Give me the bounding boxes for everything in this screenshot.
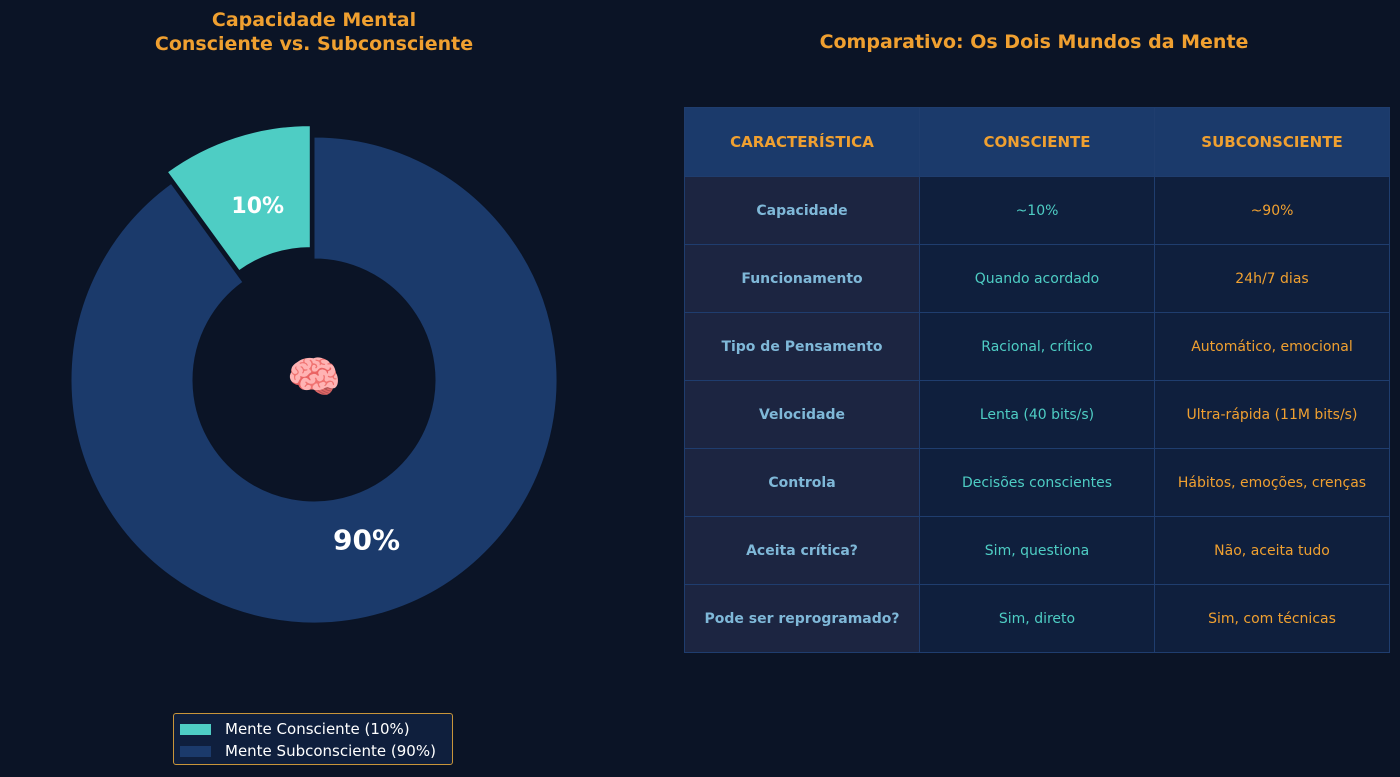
header-cell: CARACTERÍSTICA xyxy=(684,107,920,177)
table-cell: Pode ser reprogramado? xyxy=(684,584,920,653)
legend-entry: Mente Consciente (10%) xyxy=(180,718,446,740)
table-row: Tipo de Pensamento Racional, crítico Autom… xyxy=(684,312,1390,381)
table-cell: ~10% xyxy=(919,176,1155,245)
table-cell: Sim, direto xyxy=(919,584,1155,653)
slice-label: 90% xyxy=(333,524,400,557)
table-cell: Automático, emocional xyxy=(1154,312,1390,381)
donut-slice xyxy=(166,125,311,272)
table-cell: Funcionamento xyxy=(684,244,920,313)
table-cell: 24h/7 dias xyxy=(1154,244,1390,313)
legend: Mente Consciente (10%) Mente Subconscient… xyxy=(173,713,453,765)
table-title: Comparativo: Os Dois Mundos da Mente xyxy=(819,31,1249,53)
table-row: Funcionamento Quando acordado 24h/7 dias xyxy=(684,244,1390,313)
table-row: Velocidade Lenta (40 bits/s) Ultra-rápida … xyxy=(684,380,1390,449)
table-row: Controla Decisões conscientes Hábitos, emo… xyxy=(684,448,1390,517)
header-row: CARACTERÍSTICA CONSCIENTE SUBCONSCIENTE xyxy=(684,107,1390,177)
table-row: Pode ser reprogramado? Sim, direto Sim, co… xyxy=(684,584,1390,653)
table-cell: Sim, questiona xyxy=(919,516,1155,585)
table-cell: Quando acordado xyxy=(919,244,1155,313)
table-cell: Velocidade xyxy=(684,380,920,449)
table-cell: Tipo de Pensamento xyxy=(684,312,920,381)
chart-title: Capacidade Mental Consciente vs. Subcons… xyxy=(154,9,474,55)
table-row: Aceita crítica? Sim, questiona Não, aceita… xyxy=(684,516,1390,585)
legend-swatch xyxy=(180,723,211,735)
table-cell: Decisões conscientes xyxy=(919,448,1155,517)
table-cell: ~90% xyxy=(1154,176,1390,245)
table-cell: Racional, crítico xyxy=(919,312,1155,381)
legend-label: Mente Subconsciente (90%) xyxy=(225,742,436,760)
table-cell: Ultra-rápida (11M bits/s) xyxy=(1154,380,1390,449)
legend-swatch xyxy=(180,745,211,757)
legend-entry: Mente Subconsciente (90%) xyxy=(180,740,446,762)
table-cell: Lenta (40 bits/s) xyxy=(919,380,1155,449)
donut-chart: 10% 90% 🧠 xyxy=(70,125,558,624)
donut-slice xyxy=(70,136,558,624)
table-cell: Não, aceita tudo xyxy=(1154,516,1390,585)
table-cell: Hábitos, emoções, crenças xyxy=(1154,448,1390,517)
table-cell: Sim, com técnicas xyxy=(1154,584,1390,653)
legend-label: Mente Consciente (10%) xyxy=(225,720,410,738)
table-row: Capacidade ~10% ~90% xyxy=(684,176,1390,245)
header-cell: CONSCIENTE xyxy=(919,107,1155,177)
header-cell: SUBCONSCIENTE xyxy=(1154,107,1390,177)
center-icon: 🧠 xyxy=(287,352,342,403)
table-cell: Capacidade xyxy=(684,176,920,245)
table-cell: Controla xyxy=(684,448,920,517)
slice-label: 10% xyxy=(231,194,284,219)
comparison-table: CARACTERÍSTICA CONSCIENTE SUBCONSCIENTE Cap… xyxy=(684,107,1390,653)
table-cell: Aceita crítica? xyxy=(684,516,920,585)
